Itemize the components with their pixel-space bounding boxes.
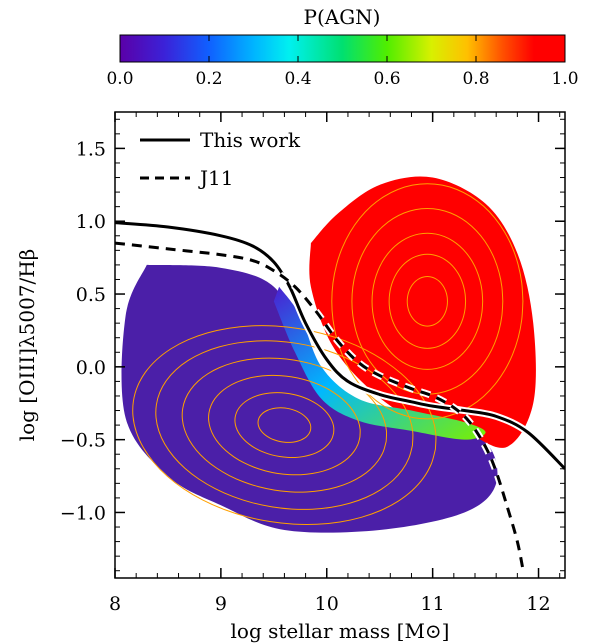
series-line [115, 241, 526, 574]
x-axis-ticks: 8 9 10 11 12 [109, 112, 561, 615]
density-contours [132, 183, 524, 526]
series-lines [115, 219, 565, 575]
plot-frame [114, 111, 566, 579]
agn-region [309, 176, 536, 448]
y-tick-label: 0.5 [76, 284, 106, 306]
density-contour [155, 340, 414, 510]
y-tick-label: −0.5 [60, 430, 106, 452]
y-tick-label: −1.0 [60, 502, 106, 524]
colorbar-title: P(AGN) [304, 5, 381, 29]
x-tick-label: 12 [526, 593, 550, 615]
x-tick-label: 8 [109, 593, 121, 615]
density-contour [132, 325, 437, 526]
colorbar-tick-label: 0.0 [106, 69, 133, 89]
legend-label-this-work: This work [200, 128, 301, 152]
y-tick-label: 0.0 [76, 357, 106, 379]
y-axis-ticks: −1.0 −0.5 0.0 0.5 1.0 1.5 [60, 118, 565, 572]
x-tick-label: 11 [421, 593, 445, 615]
plot-area [115, 176, 565, 575]
density-contour [234, 392, 335, 459]
density-contour [388, 253, 467, 349]
colorbar-tick-label: 1.0 [551, 69, 578, 89]
star-forming-region [121, 264, 498, 533]
y-tick-label: 1.0 [76, 211, 106, 233]
density-contour [208, 374, 361, 476]
legend: This work J11 [140, 128, 301, 190]
transition-band [273, 286, 486, 440]
y-axis-label: log [OIII]λ5007/Hβ [15, 249, 39, 442]
y-tick-label: 1.5 [76, 138, 106, 160]
colorbar-tick-label: 0.6 [373, 69, 400, 89]
colorbar [119, 34, 566, 63]
density-contour [351, 207, 504, 395]
colorbar-tick-label: 0.2 [195, 69, 222, 89]
series-line [115, 221, 565, 470]
colorbar-ticks: 0.0 0.2 0.4 0.6 0.8 1.0 [106, 35, 579, 89]
colorbar-tick-label: 0.8 [462, 69, 489, 89]
x-tick-label: 9 [215, 593, 227, 615]
density-contour [257, 407, 312, 443]
legend-label-j11: J11 [198, 166, 233, 190]
density-contour [406, 276, 448, 327]
x-axis-label: log stellar mass [M⊙] [231, 619, 450, 643]
x-tick-label: 10 [315, 593, 339, 615]
colorbar-tick-label: 0.4 [284, 69, 311, 89]
density-contour [371, 232, 484, 370]
density-contour [331, 183, 524, 420]
